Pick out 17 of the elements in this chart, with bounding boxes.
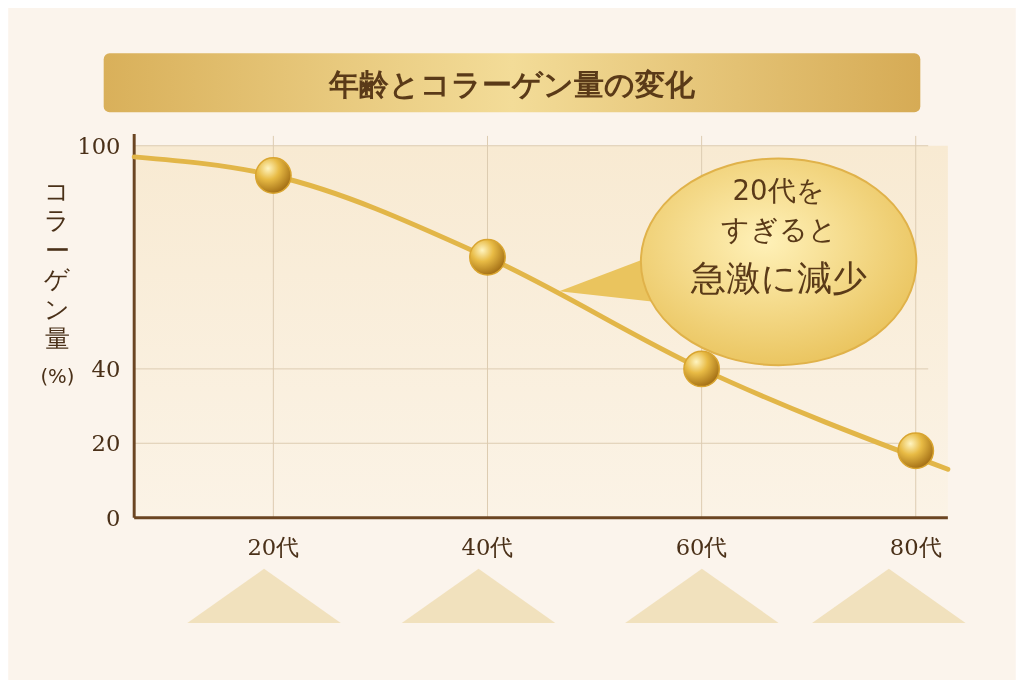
y-tick-label: 40	[91, 355, 121, 382]
annotation: 20代を	[732, 173, 825, 206]
point	[683, 350, 721, 388]
y-tick-label: 100	[77, 132, 121, 159]
x-tick-label: 80代	[889, 534, 942, 561]
x-tick-label: 40代	[461, 534, 514, 561]
annotation: すぎると	[720, 213, 837, 246]
x-tick-label: 60代	[675, 534, 728, 561]
point	[897, 432, 935, 470]
y-tick-label: 20	[91, 430, 121, 457]
point	[254, 157, 292, 194]
x-tick-label: 20代	[247, 534, 300, 561]
annotation: 急激に減少	[689, 257, 867, 299]
y-tick-label: 0	[106, 504, 121, 531]
chart-title: 年齢とコラーゲン量の変化	[328, 67, 696, 102]
y-axis-title: コラーゲン量(%)	[40, 176, 75, 388]
point	[469, 238, 506, 276]
